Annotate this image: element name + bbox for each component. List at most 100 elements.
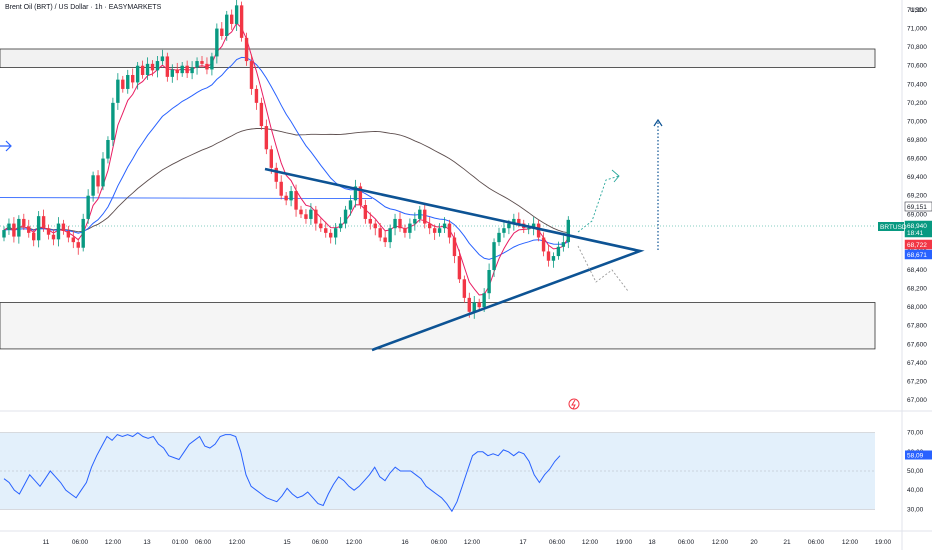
price-tick-label: 69,800 xyxy=(907,137,927,144)
long-ma-line xyxy=(3,127,569,234)
candle xyxy=(61,219,66,235)
candle xyxy=(324,221,328,238)
candle xyxy=(135,62,140,90)
candle xyxy=(442,217,447,234)
candle xyxy=(150,60,155,77)
candle-body xyxy=(66,231,71,238)
candle-body xyxy=(244,37,249,62)
time-axis[interactable]: 11 06:00 12:00 13 01:00 06:00 12:00 15 06:00 12:0… xyxy=(0,530,932,546)
price-tick-label: 68,200 xyxy=(907,286,927,293)
candle xyxy=(259,97,264,130)
candle xyxy=(472,296,476,319)
candle-body xyxy=(249,61,254,89)
candle-body xyxy=(309,209,313,219)
fast-ema-line xyxy=(3,22,569,296)
candle xyxy=(388,224,392,249)
candle xyxy=(403,224,407,238)
candle xyxy=(106,136,110,164)
candle xyxy=(36,211,41,248)
candle xyxy=(160,49,165,65)
candle-body xyxy=(517,218,521,224)
price-tick-label: 71,000 xyxy=(907,26,927,33)
candle xyxy=(274,162,278,189)
candle xyxy=(86,189,90,224)
candle xyxy=(101,152,105,191)
candle-body xyxy=(200,61,204,64)
price-tag xyxy=(904,201,932,212)
candle-body xyxy=(319,223,323,229)
horizontal-level xyxy=(0,197,373,199)
price-tag-sub: 18:41 xyxy=(907,230,924,237)
candle-body xyxy=(556,246,561,257)
candle xyxy=(210,52,214,76)
candle xyxy=(180,62,184,77)
candle-body xyxy=(106,140,110,159)
zones-layer xyxy=(0,48,876,350)
candle-body xyxy=(512,218,516,224)
candle xyxy=(457,249,462,283)
time-tick-label: 19:00 xyxy=(875,539,892,546)
candle-body xyxy=(17,218,21,237)
candle-body xyxy=(101,158,105,187)
lightning-bolt xyxy=(571,399,576,410)
candle xyxy=(220,22,224,40)
time-tick-label: 13 xyxy=(143,539,151,546)
candle-body xyxy=(457,256,462,280)
candle xyxy=(2,226,6,242)
price-tick-label: 67,600 xyxy=(907,341,927,348)
candle-body xyxy=(482,293,486,308)
time-tick-label: 06:00 xyxy=(195,539,212,546)
candle xyxy=(279,175,283,200)
candle xyxy=(175,62,179,81)
chart-title: Brent Oil (BRT) / US Dollar · 1h · EASYM… xyxy=(5,4,162,11)
time-tick-label: 12:00 xyxy=(582,539,599,546)
candle xyxy=(294,184,298,217)
rsi-value-label: 58,09 xyxy=(907,452,924,459)
candle-body xyxy=(452,237,457,257)
candle-body xyxy=(41,216,46,229)
candle-body xyxy=(234,5,239,24)
price-tick-label: 69,400 xyxy=(907,174,927,181)
candle-body xyxy=(239,5,244,38)
rsi-tick-label: 50,00 xyxy=(907,468,924,475)
candle-body xyxy=(507,223,511,229)
candle-body xyxy=(12,223,16,237)
candle-body xyxy=(343,209,348,224)
candle xyxy=(66,225,71,243)
price-tag xyxy=(904,220,932,238)
symbol-tag xyxy=(878,222,904,231)
price-tick-label: 70,400 xyxy=(907,81,927,88)
projection-up-head xyxy=(611,169,620,183)
candle xyxy=(51,229,56,246)
time-tick-label: 17 xyxy=(519,539,527,546)
candle xyxy=(393,213,397,236)
candle-body xyxy=(472,302,476,312)
price-tick-label: 70,000 xyxy=(907,118,927,125)
candle-body xyxy=(190,67,194,74)
price-tag-label: 69,151 xyxy=(907,204,927,211)
candle-body xyxy=(561,242,566,247)
candle-body xyxy=(175,69,179,74)
price-tick-label: 70,600 xyxy=(907,63,927,70)
candle-body xyxy=(165,56,170,77)
candle-body xyxy=(279,181,283,196)
time-tick-label: 16 xyxy=(401,539,409,546)
candle-body xyxy=(462,279,467,298)
candle-body xyxy=(299,209,303,215)
y-unit-label: USD xyxy=(910,7,924,14)
time-tick-label: 06:00 xyxy=(431,539,448,546)
candle-body xyxy=(383,237,387,243)
candle-body xyxy=(467,297,471,312)
candle-body xyxy=(408,223,412,233)
candle-body xyxy=(502,228,506,233)
candle-body xyxy=(378,228,382,238)
candle xyxy=(249,54,254,95)
candle xyxy=(497,227,501,246)
candle xyxy=(91,171,95,202)
candle-body xyxy=(363,205,368,219)
candle-body xyxy=(551,256,556,261)
candle xyxy=(190,61,194,80)
candle xyxy=(121,75,125,93)
